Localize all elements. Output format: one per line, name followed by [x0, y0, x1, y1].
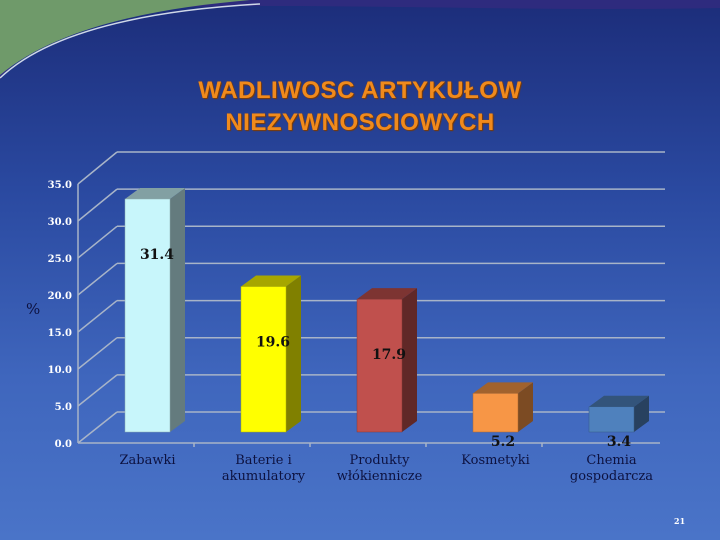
- bar-top: [241, 275, 301, 287]
- gridline-diagonal: [77, 411, 118, 444]
- slide-title-line2: NIEZYWNOSCIOWYCH: [225, 109, 495, 136]
- slide-title-line1: WADLIWOSC ARTYKUŁOW: [198, 77, 522, 104]
- x-category-label: Zabawki: [88, 453, 208, 469]
- y-tick-label: 35.0: [48, 180, 72, 191]
- bar-top: [357, 288, 417, 300]
- category-label-line: Chemia: [586, 453, 637, 468]
- y-tick-label: 0.0: [55, 439, 72, 450]
- y-axis-ticks: 0.0 5.0 10.0 15.0 20.0 25.0 30.0 35.0: [48, 180, 72, 450]
- bar-1: [240, 286, 287, 433]
- bar-top: [589, 395, 649, 407]
- y-tick-label: 30.0: [48, 217, 72, 228]
- bar-4: [588, 406, 635, 433]
- data-label: 19.6: [256, 335, 290, 351]
- data-label: 5.2: [491, 434, 515, 450]
- data-label: 31.4: [140, 247, 174, 263]
- gridline-diagonal: [77, 374, 118, 407]
- bar-top: [473, 382, 533, 394]
- bar-3: [472, 393, 519, 433]
- bar-side: [518, 382, 533, 432]
- gridline-diagonal: [77, 337, 118, 370]
- category-label-line: Zabawki: [119, 453, 176, 468]
- bar-2: [356, 298, 403, 433]
- page-number: 21: [674, 516, 686, 526]
- x-category-label: Produkty włókiennicze: [320, 453, 440, 485]
- category-label-line: włókiennicze: [336, 469, 423, 484]
- y-axis-label: %: [26, 300, 41, 318]
- y-tick-label: 25.0: [48, 254, 72, 265]
- category-label-line: Kosmetyki: [461, 453, 530, 468]
- x-category-label: Chemia gospodarcza: [552, 453, 672, 485]
- category-label-line: gospodarcza: [569, 469, 654, 484]
- gridline-diagonal: [77, 225, 118, 259]
- y-tick-label: 10.0: [48, 365, 72, 376]
- bar-side: [170, 188, 185, 432]
- gridline-diagonal: [77, 299, 118, 333]
- category-label-line: akumulatory: [221, 469, 306, 484]
- y-tick-label: 15.0: [48, 328, 72, 339]
- category-label-line: Produkty: [349, 453, 410, 468]
- gridline-diagonal: [77, 151, 118, 185]
- x-category-label: Kosmetyki: [436, 453, 556, 469]
- y-tick-label: 20.0: [48, 291, 72, 302]
- bar-side: [402, 288, 417, 432]
- y-tick-label: 5.0: [55, 402, 72, 413]
- bar-side: [286, 275, 301, 432]
- x-category-label: Baterie i akumulatory: [204, 453, 324, 485]
- decorative-swoosh: [0, 0, 720, 80]
- bar-top: [125, 188, 185, 199]
- data-label: 17.9: [372, 347, 406, 363]
- data-labels: 31.4 19.6 17.9 5.2 3.4: [140, 247, 631, 450]
- gridline-diagonal: [77, 188, 118, 222]
- category-label-line: Baterie i: [235, 453, 292, 468]
- gridline-diagonal: [77, 262, 118, 296]
- bars: [124, 188, 649, 433]
- bar-0: [124, 198, 171, 433]
- data-label: 3.4: [607, 434, 632, 450]
- bar-side: [634, 395, 649, 432]
